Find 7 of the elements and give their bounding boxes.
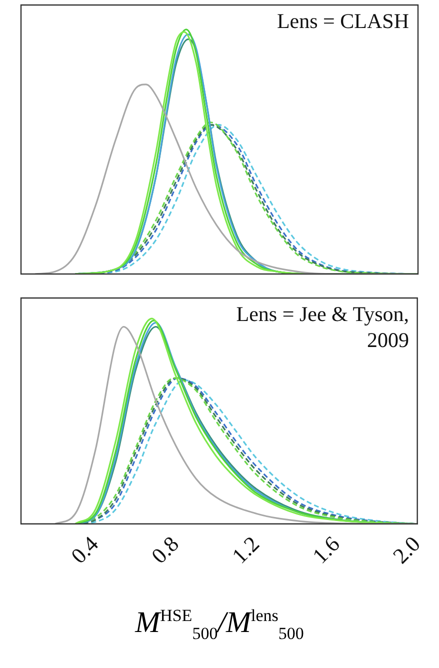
annotation: Lens = Jee & Tyson, 2009 bbox=[235, 301, 409, 353]
x-tick-label: 0.8 bbox=[146, 531, 184, 568]
x-tick-label: 0.4 bbox=[66, 531, 104, 568]
x-tick-label: 1.2 bbox=[226, 531, 264, 568]
annotation: Lens = CLASH bbox=[276, 8, 409, 34]
x-tick-label: 2.0 bbox=[388, 531, 425, 568]
x-tick-label: 1.6 bbox=[307, 531, 344, 568]
